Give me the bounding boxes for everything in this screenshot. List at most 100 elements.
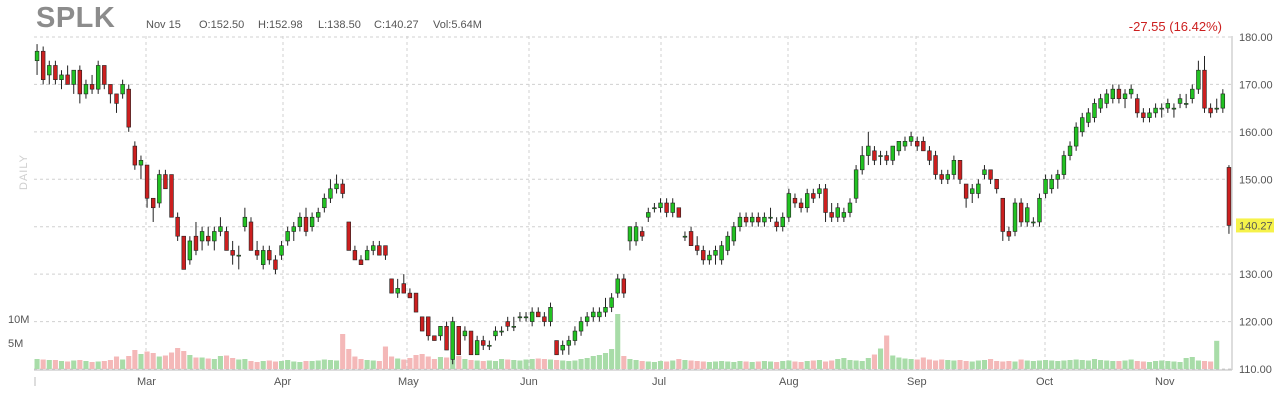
candle — [157, 169, 162, 208]
volume-bar — [1079, 360, 1085, 369]
volume-bar — [1140, 361, 1146, 369]
volume-bar — [1030, 361, 1036, 369]
volume-bar — [303, 361, 309, 369]
candle-body — [59, 74, 64, 80]
candle — [169, 174, 174, 218]
candle — [835, 203, 840, 222]
candle-body — [432, 335, 437, 341]
candle-body — [53, 65, 58, 80]
candle — [988, 169, 993, 185]
candle-body — [1037, 197, 1042, 223]
candle-body — [866, 145, 871, 156]
candle — [352, 245, 358, 261]
volume-bar — [444, 357, 450, 369]
volume-bar — [596, 355, 602, 369]
volume-bar — [798, 362, 804, 369]
candle-body — [701, 250, 706, 261]
candle-body — [982, 169, 987, 175]
volume-bar — [1153, 361, 1159, 369]
candle-body — [817, 188, 822, 194]
candle-body — [749, 216, 755, 223]
volume-bar — [486, 360, 492, 369]
candle-body — [1049, 178, 1054, 190]
candle — [474, 335, 480, 356]
candle — [401, 274, 406, 294]
candle-body — [291, 226, 296, 232]
candle — [291, 221, 296, 241]
candle-body — [731, 226, 737, 242]
candle-body — [603, 307, 608, 313]
volume-bar — [95, 361, 101, 369]
volume-stat: Vol:5.64M — [433, 19, 482, 31]
candle — [1049, 174, 1054, 194]
volume-bar — [107, 360, 113, 369]
candle — [95, 60, 101, 94]
candle-body — [664, 202, 669, 213]
candle — [591, 307, 596, 322]
candle-body — [1214, 107, 1219, 110]
candle-body — [652, 207, 657, 210]
candle — [334, 174, 339, 194]
price-change: -27.55 (16.42%) — [1128, 19, 1222, 34]
candle-body — [297, 216, 303, 228]
candle-body — [358, 259, 364, 265]
candle — [646, 207, 651, 222]
volume-bar — [994, 361, 1000, 369]
candle-body — [132, 145, 138, 166]
candle — [1141, 108, 1146, 123]
candle — [1080, 112, 1085, 137]
candle — [230, 240, 235, 265]
candle — [126, 84, 131, 132]
candle-body — [108, 84, 113, 95]
candle-body — [1086, 112, 1091, 123]
candle-body — [1183, 103, 1189, 105]
candle — [468, 330, 474, 356]
volume-bar — [1110, 361, 1116, 369]
candle — [1018, 198, 1024, 227]
candle-body — [1226, 167, 1232, 226]
candle-body — [737, 216, 743, 228]
candle-body — [1202, 69, 1207, 109]
volume-bar — [272, 361, 278, 369]
candle-body — [212, 231, 217, 242]
candle-body — [1025, 207, 1030, 223]
candle — [47, 60, 52, 85]
candle-body — [273, 259, 278, 270]
candle-body — [65, 74, 70, 85]
candle-body — [658, 202, 663, 209]
volume-bar — [1073, 359, 1079, 369]
candle — [444, 321, 449, 351]
candle — [652, 203, 657, 213]
volume-bar — [346, 349, 352, 369]
volume-bar — [1134, 361, 1140, 369]
candle — [1116, 84, 1122, 104]
candle-body — [120, 84, 125, 95]
candle-body — [945, 174, 950, 180]
volume-bar — [786, 360, 792, 369]
candle — [1214, 98, 1219, 113]
volume-bar — [65, 361, 71, 369]
volume-bar — [780, 361, 786, 369]
candle — [536, 307, 541, 318]
candle — [847, 198, 853, 218]
candle — [1098, 93, 1103, 113]
volume-bar — [462, 359, 468, 369]
candle — [120, 79, 125, 99]
volume-bar — [1043, 360, 1049, 369]
volume-bar — [541, 359, 547, 369]
high-price: H:152.98 — [258, 19, 303, 31]
candle-body — [444, 326, 449, 351]
volume-bar — [615, 314, 621, 369]
candle — [1092, 98, 1097, 123]
candle-body — [114, 93, 119, 104]
volume-bar — [1189, 357, 1195, 369]
volume-bar — [126, 356, 132, 369]
volume-bar — [1012, 361, 1018, 369]
volume-bar — [1049, 360, 1055, 369]
candle — [1006, 226, 1012, 241]
volume-bar — [1061, 360, 1067, 369]
candle-body — [976, 183, 981, 194]
candle — [426, 316, 431, 341]
candle-body — [1122, 93, 1128, 99]
